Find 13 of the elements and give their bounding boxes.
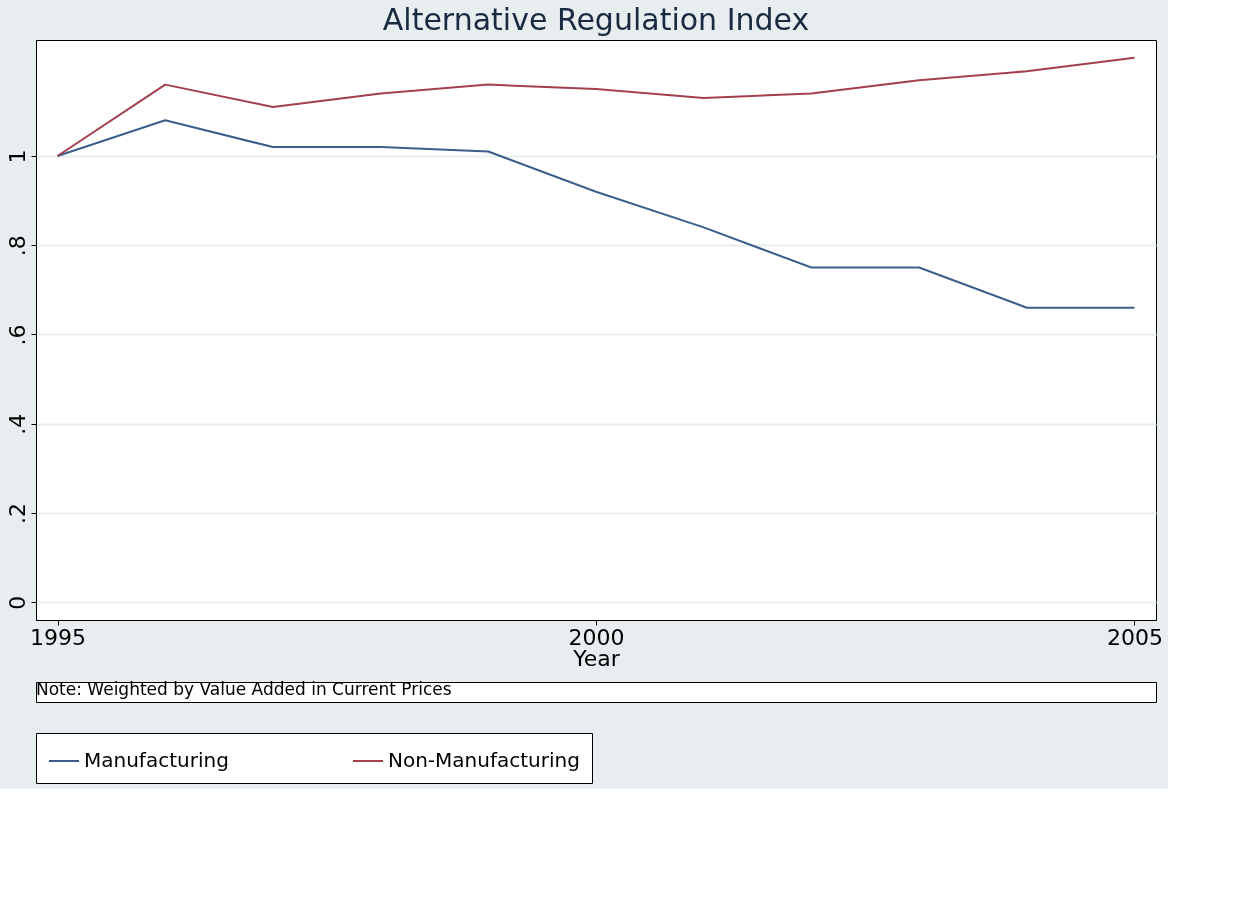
legend-label: Non-Manufacturing	[388, 748, 580, 772]
line-series	[56, 56, 1136, 157]
y-tick-label: 1	[4, 149, 30, 164]
x-tick-label: 2005	[1106, 624, 1163, 650]
y-tick-label: .8	[4, 235, 30, 257]
y-tick-label: .4	[4, 413, 30, 435]
text: Note: Weighted by Value Added in Current Prices	[36, 679, 452, 699]
legend-label: Manufacturing	[84, 748, 229, 772]
y-tick-label: 0	[4, 595, 30, 610]
chart-title: Alternative Regulation Index	[382, 2, 810, 37]
y-tick-label: .6	[4, 324, 30, 346]
x-tick-label: 1995	[30, 624, 87, 650]
y-tick-label: .2	[4, 502, 30, 524]
